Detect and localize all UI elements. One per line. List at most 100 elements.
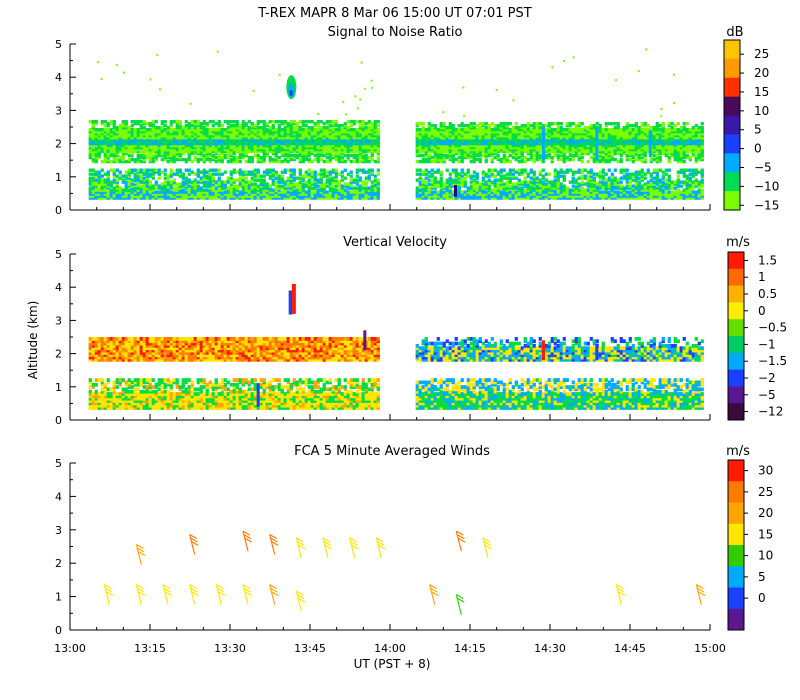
snr-cell [331,155,335,160]
snr-cell [184,129,188,134]
snr-cell [268,196,272,200]
snr-cell [484,184,488,188]
snr-cell [619,188,623,192]
snr-cell [133,120,137,124]
snr-cell [241,170,245,174]
snr-cell [439,180,443,184]
snr-cell [340,194,344,198]
snr-cell [475,194,479,198]
snr-cell [349,190,353,194]
snr-cell [112,174,116,178]
snr-cell [535,180,539,184]
snr-cell [589,139,593,144]
snr-cell [481,153,485,158]
snr-cell [433,180,437,184]
snr-cell [130,133,134,138]
snr-cell [490,129,494,134]
snr-cell [424,192,428,196]
snr-cell [496,192,500,196]
snr-cell [268,139,272,144]
snr-cell [589,129,593,134]
snr-cell [295,143,299,148]
snr-cell [415,124,419,128]
snr-cell [187,184,191,188]
snr-cell [319,184,323,188]
snr-cell [508,178,512,182]
snr-cell [580,192,584,196]
snr-cell [205,139,209,144]
snr-cell [421,188,425,192]
snr-cell [217,139,221,144]
snr-cell [433,170,437,174]
snr-cell [355,141,359,146]
snr-cell [151,194,155,198]
snr-cell [442,159,446,164]
snr-cell [607,176,611,180]
snr-cell [520,135,524,140]
snr-cell [259,188,263,192]
snr-cell [628,180,632,184]
snr-cell [490,137,494,142]
snr-cell [418,153,422,158]
snr-cell [484,174,488,178]
snr-cell [562,143,566,148]
snr-cell [640,135,644,140]
snr-cell [157,147,161,152]
snr-cell [610,192,614,196]
snr-cell [151,176,155,180]
snr-cell [514,126,518,130]
snr-cell [319,145,323,150]
snr-cell [127,145,131,150]
snr-cell [640,147,644,152]
snr-cell [232,141,236,146]
snr-cell [346,147,350,152]
snr-cell [190,194,194,198]
snr-cell [580,143,584,148]
snr-cell [175,194,179,198]
snr-cell [361,188,365,192]
snr-cell [616,192,620,196]
snr-cell [610,184,614,188]
snr-cell [241,172,245,176]
snr-cell [577,184,581,188]
snr-cell [163,124,167,128]
snr-cell [271,126,275,130]
snr-cell [373,129,377,134]
snr-cell [577,190,581,194]
snr-cell [484,131,488,136]
snr-cell [97,145,101,150]
snr-cell [205,153,209,158]
snr-cell [631,137,635,142]
snr-cell [133,159,137,164]
snr-cell [346,120,350,124]
snr-cell [496,135,500,140]
snr-cell [163,155,167,160]
snr-cell [637,143,641,148]
snr-cell [571,196,575,200]
snr-cell [268,137,272,142]
snr-cell [550,180,554,184]
snr-cell [235,188,239,192]
snr-cell [88,149,92,154]
snr-cell [433,157,437,162]
snr-cell [610,194,614,198]
snr-cell [574,141,578,146]
snr-cell [91,137,95,142]
snr-cell [115,184,119,188]
snr-cell [178,131,182,136]
snr-cell [157,131,161,136]
snr-cell [112,131,116,136]
snr-cell [118,141,122,146]
snr-cell [436,159,440,164]
snr-cell [598,143,602,148]
snr-cell [346,172,350,176]
snr-cell [418,182,422,186]
snr-cell [208,190,212,194]
snr-cell [283,147,287,152]
snr-cell [421,184,425,188]
snr-cell [298,133,302,138]
snr-cell [448,180,452,184]
snr-cell [178,196,182,200]
snr-cell [178,151,182,156]
